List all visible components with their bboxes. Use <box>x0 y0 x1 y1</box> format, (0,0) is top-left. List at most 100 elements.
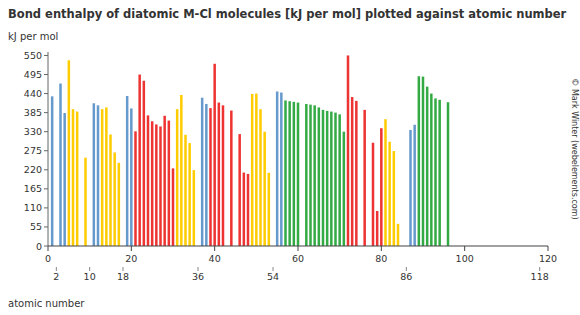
y-tick-label: 550 <box>24 50 42 61</box>
bar <box>447 102 450 246</box>
bar <box>72 109 75 246</box>
bars <box>51 55 449 246</box>
bar <box>297 103 300 246</box>
bar <box>68 60 71 246</box>
bar <box>222 105 225 246</box>
bar <box>280 93 283 246</box>
bar <box>388 142 391 246</box>
bar <box>243 173 246 246</box>
bar <box>322 110 325 246</box>
bar <box>255 94 257 246</box>
x-tick <box>214 246 215 251</box>
y-tick-label: 0 <box>36 241 42 252</box>
y-tick-label: 440 <box>24 88 42 99</box>
y-axis <box>48 52 49 246</box>
bar <box>209 108 212 246</box>
bar <box>418 76 421 246</box>
bar <box>376 211 379 246</box>
x-tick-label: 40 <box>209 253 221 264</box>
bar <box>276 91 279 246</box>
x2-tick-label: 10 <box>84 271 96 282</box>
x2-tick-label: 36 <box>192 271 204 282</box>
bar <box>109 134 112 246</box>
bar <box>438 100 441 246</box>
bar <box>268 173 271 246</box>
bar <box>76 112 79 246</box>
bar <box>263 132 266 246</box>
x2-tick-label: 86 <box>400 271 412 282</box>
bar <box>180 95 183 246</box>
bar <box>288 101 291 246</box>
bar <box>305 104 308 246</box>
bar <box>230 111 233 246</box>
bar <box>363 110 366 246</box>
bar <box>176 109 179 246</box>
bar <box>384 119 387 246</box>
bar <box>355 101 358 246</box>
bar <box>113 152 116 246</box>
y-tick <box>44 150 48 151</box>
bar <box>251 94 254 246</box>
x2-tick-label: 18 <box>117 271 129 282</box>
bar <box>134 131 137 246</box>
y-tick-label: 495 <box>24 69 42 80</box>
bar <box>213 64 216 246</box>
bar <box>168 121 171 246</box>
annotation: © Mark Winter (webelements.com) <box>570 78 579 219</box>
bar <box>326 111 329 246</box>
bar <box>84 158 87 246</box>
bar <box>334 113 337 246</box>
y-tick <box>44 169 48 170</box>
x-tick-label: 20 <box>125 253 137 264</box>
chart: Bond enthalpy of diatomic M-Cl molecules… <box>0 0 580 315</box>
bar <box>126 96 128 246</box>
x2-tick-label: 54 <box>267 271 279 282</box>
bar <box>172 168 175 246</box>
y-tick <box>44 188 48 189</box>
y-tick-label: 220 <box>24 164 42 175</box>
bar <box>143 81 146 246</box>
x-tick <box>381 246 382 251</box>
x2-tick-label: 2 <box>53 271 59 282</box>
bar <box>318 107 321 246</box>
bar <box>188 143 191 246</box>
y-tick <box>44 131 48 132</box>
bar <box>138 75 141 246</box>
bar <box>163 116 166 246</box>
bar <box>422 77 425 246</box>
bar <box>105 107 108 246</box>
bar <box>426 87 429 246</box>
x-tick <box>464 246 465 251</box>
bar <box>293 102 296 246</box>
y-tick <box>44 246 48 247</box>
x2-tick-label: 118 <box>531 271 549 282</box>
x-tick-label: 80 <box>375 253 387 264</box>
bar <box>59 84 62 246</box>
y-tick <box>44 226 48 227</box>
y-tick-label: 55 <box>30 221 42 232</box>
x-tick-label: 0 <box>45 253 51 264</box>
bar <box>284 101 287 247</box>
y-tick <box>44 112 48 113</box>
x-tick-label: 100 <box>456 253 474 264</box>
bar <box>259 109 262 246</box>
bar <box>309 105 312 246</box>
bar <box>372 143 375 246</box>
bar <box>393 151 396 246</box>
x-tick <box>298 246 299 251</box>
bar <box>238 134 241 246</box>
bar <box>330 112 333 246</box>
bar <box>118 163 121 246</box>
y-tick <box>44 207 48 208</box>
bar <box>101 109 104 246</box>
x-axis-label: atomic number <box>8 298 85 309</box>
y-tick <box>44 55 48 56</box>
x-tick-label: 60 <box>292 253 304 264</box>
x-tick <box>48 246 49 251</box>
bar <box>247 174 250 246</box>
x-tick <box>548 246 549 251</box>
bar <box>313 105 316 246</box>
y-tick <box>44 93 48 94</box>
y-axis-label: kJ per mol <box>8 31 58 42</box>
bar <box>351 97 354 246</box>
